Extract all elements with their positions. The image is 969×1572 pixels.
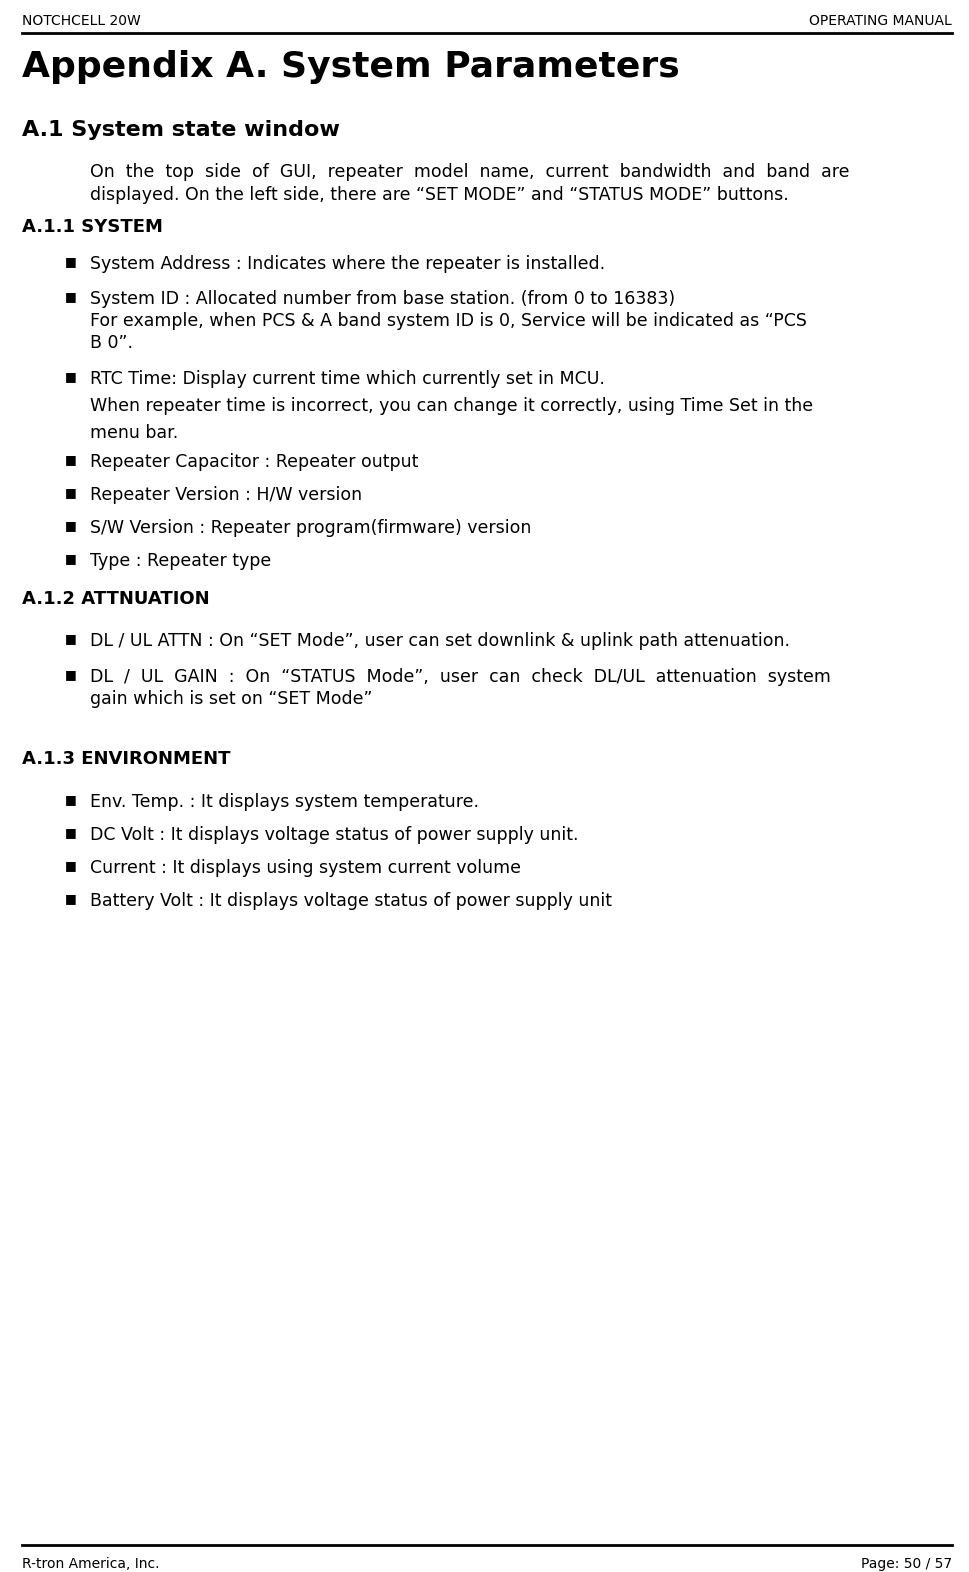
Text: DC Volt : It displays voltage status of power supply unit.: DC Volt : It displays voltage status of … [90,825,578,844]
Text: NOTCHCELL 20W: NOTCHCELL 20W [22,14,141,28]
Text: menu bar.: menu bar. [90,424,178,442]
Text: Page: 50 / 57: Page: 50 / 57 [860,1556,951,1570]
Text: R-tron America, Inc.: R-tron America, Inc. [22,1556,159,1570]
Text: A.1.2 ATTNUATION: A.1.2 ATTNUATION [22,590,209,608]
Text: DL  /  UL  GAIN  :  On  “STATUS  Mode”,  user  can  check  DL/UL  attenuation  s: DL / UL GAIN : On “STATUS Mode”, user ca… [90,668,830,685]
Text: Battery Volt : It displays voltage status of power supply unit: Battery Volt : It displays voltage statu… [90,891,611,910]
Text: ■: ■ [65,825,77,839]
Text: ■: ■ [65,632,77,645]
Text: A.1 System state window: A.1 System state window [22,119,339,140]
Text: Type : Repeater type: Type : Repeater type [90,552,271,571]
Text: ■: ■ [65,486,77,498]
Text: ■: ■ [65,891,77,905]
Text: Current : It displays using system current volume: Current : It displays using system curre… [90,858,520,877]
Text: RTC Time: Display current time which currently set in MCU.: RTC Time: Display current time which cur… [90,369,605,388]
Text: B 0”.: B 0”. [90,333,133,352]
Text: gain which is set on “SET Mode”: gain which is set on “SET Mode” [90,690,372,707]
Text: OPERATING MANUAL: OPERATING MANUAL [808,14,951,28]
Text: A.1.1 SYSTEM: A.1.1 SYSTEM [22,219,163,236]
Text: Repeater Capacitor : Repeater output: Repeater Capacitor : Repeater output [90,453,418,472]
Text: ■: ■ [65,858,77,872]
Text: ■: ■ [65,369,77,384]
Text: For example, when PCS & A band system ID is 0, Service will be indicated as “PCS: For example, when PCS & A band system ID… [90,311,806,330]
Text: ■: ■ [65,453,77,465]
Text: ■: ■ [65,668,77,681]
Text: Env. Temp. : It displays system temperature.: Env. Temp. : It displays system temperat… [90,792,479,811]
Text: ■: ■ [65,289,77,303]
Text: System ID : Allocated number from base station. (from 0 to 16383): System ID : Allocated number from base s… [90,289,674,308]
Text: S/W Version : Repeater program(firmware) version: S/W Version : Repeater program(firmware)… [90,519,531,538]
Text: On  the  top  side  of  GUI,  repeater  model  name,  current  bandwidth  and  b: On the top side of GUI, repeater model n… [90,163,849,181]
Text: ■: ■ [65,519,77,531]
Text: ■: ■ [65,552,77,564]
Text: ■: ■ [65,792,77,806]
Text: ■: ■ [65,255,77,267]
Text: When repeater time is incorrect, you can change it correctly, using Time Set in : When repeater time is incorrect, you can… [90,398,812,415]
Text: A.1.3 ENVIRONMENT: A.1.3 ENVIRONMENT [22,750,231,769]
Text: Appendix A. System Parameters: Appendix A. System Parameters [22,50,679,83]
Text: DL / UL ATTN : On “SET Mode”, user can set downlink & uplink path attenuation.: DL / UL ATTN : On “SET Mode”, user can s… [90,632,789,649]
Text: System Address : Indicates where the repeater is installed.: System Address : Indicates where the rep… [90,255,605,274]
Text: displayed. On the left side, there are “SET MODE” and “STATUS MODE” buttons.: displayed. On the left side, there are “… [90,185,788,204]
Text: Repeater Version : H/W version: Repeater Version : H/W version [90,486,361,505]
